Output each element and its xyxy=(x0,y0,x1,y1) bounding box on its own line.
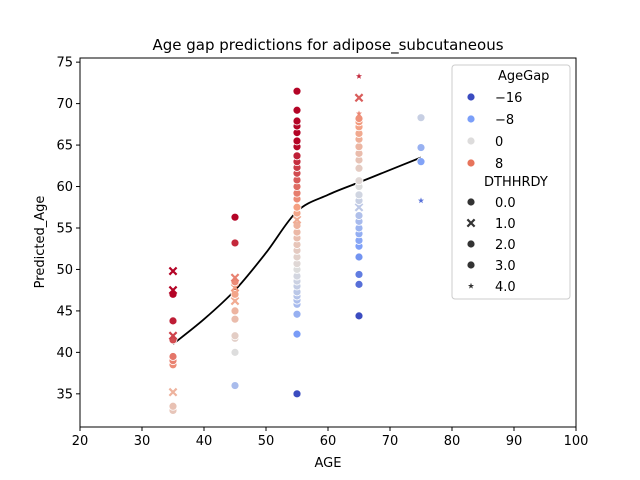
y-tick-label: 55 xyxy=(56,221,73,236)
legend-hue-marker xyxy=(466,92,476,102)
legend-style-label: 3.0 xyxy=(495,259,516,274)
data-point xyxy=(354,202,364,212)
data-point xyxy=(354,163,364,173)
data-point xyxy=(292,116,302,126)
data-point xyxy=(355,110,363,117)
data-point xyxy=(230,347,240,357)
x-tick-label: 70 xyxy=(382,434,399,449)
legend-hue-label: −16 xyxy=(495,91,522,106)
data-point xyxy=(168,331,178,341)
data-point xyxy=(354,176,364,186)
x-tick-label: 60 xyxy=(320,434,337,449)
legend-style-title: DTHHRDY xyxy=(484,175,548,190)
legend-style-entries: 0.0 1.0 2.0 3.0 4.0 xyxy=(466,196,516,295)
legend-style-label: 0.0 xyxy=(495,196,516,211)
x-axis-label: AGE xyxy=(315,456,342,471)
legend-style-marker xyxy=(466,260,476,270)
y-axis: 35 40 45 50 55 60 65 70 75 xyxy=(56,56,80,402)
data-point xyxy=(354,114,364,123)
data-point xyxy=(354,142,364,152)
data-point xyxy=(230,212,240,222)
x-tick-label: 30 xyxy=(134,434,151,449)
legend-hue-label: −8 xyxy=(495,113,514,128)
data-point xyxy=(292,329,302,339)
data-point xyxy=(230,238,240,248)
data-point xyxy=(292,389,302,399)
data-point xyxy=(292,215,302,225)
data-point xyxy=(354,93,364,103)
data-point xyxy=(354,311,364,321)
legend-style-label: 2.0 xyxy=(495,238,516,253)
y-tick-label: 70 xyxy=(56,97,73,112)
y-tick-label: 50 xyxy=(56,263,73,278)
data-point xyxy=(355,73,363,79)
x-tick-label: 50 xyxy=(258,434,275,449)
data-point xyxy=(230,289,240,299)
data-point xyxy=(354,270,364,279)
y-tick-label: 35 xyxy=(56,387,73,402)
x-tick-label: 40 xyxy=(196,434,213,449)
legend-hue-marker xyxy=(466,158,476,168)
x-tick-label: 20 xyxy=(72,434,89,449)
data-point xyxy=(230,381,240,390)
data-point xyxy=(416,113,426,123)
data-point xyxy=(354,190,364,200)
data-point xyxy=(168,316,178,326)
legend-style-label: 1.0 xyxy=(495,217,516,232)
legend-style-marker xyxy=(467,282,475,289)
legend-box xyxy=(451,64,571,300)
legend: AgeGap −16 −8 0 8 DTHHRDY 0.0 1.0 2.0 3.0 4.0 xyxy=(451,64,571,300)
data-point xyxy=(168,266,178,276)
data-point xyxy=(292,86,302,96)
chart-title: Age gap predictions for adipose_subcutan… xyxy=(152,36,503,55)
data-point xyxy=(230,331,240,341)
data-point xyxy=(168,387,178,397)
y-tick-label: 45 xyxy=(56,304,73,319)
y-tick-label: 40 xyxy=(56,346,73,361)
legend-style-label: 4.0 xyxy=(495,280,516,295)
data-point xyxy=(292,105,302,115)
data-point xyxy=(230,273,240,283)
points-layer xyxy=(168,73,426,415)
x-axis: 20 30 40 50 60 70 80 90 100 xyxy=(72,427,589,449)
legend-hue-label: 8 xyxy=(495,157,503,172)
data-point xyxy=(292,202,302,212)
legend-style-marker xyxy=(466,197,476,207)
data-point xyxy=(354,211,364,220)
x-tick-label: 100 xyxy=(564,434,589,449)
data-point xyxy=(168,285,178,295)
data-point xyxy=(230,306,240,316)
x-tick-label: 80 xyxy=(444,434,461,449)
data-point xyxy=(168,352,178,361)
legend-style-marker xyxy=(466,218,476,228)
data-point xyxy=(292,136,302,146)
data-point xyxy=(354,279,364,289)
legend-hue-entries: −16 −8 0 8 xyxy=(466,91,522,172)
y-tick-label: 60 xyxy=(56,180,73,195)
legend-hue-title: AgeGap xyxy=(498,69,549,84)
data-point xyxy=(168,401,178,411)
legend-hue-label: 0 xyxy=(495,135,503,150)
legend-hue-marker xyxy=(466,114,476,124)
legend-style-marker xyxy=(466,239,476,249)
data-point xyxy=(230,314,240,324)
data-point xyxy=(292,221,302,230)
data-point xyxy=(230,296,240,306)
data-point xyxy=(292,309,302,319)
data-point xyxy=(292,151,302,161)
x-tick-label: 90 xyxy=(506,434,523,449)
y-axis-label: Predicted_Age xyxy=(33,196,48,289)
data-point xyxy=(417,197,425,204)
legend-hue-marker xyxy=(466,136,476,146)
data-point xyxy=(416,157,426,167)
data-point xyxy=(354,252,364,262)
y-tick-label: 75 xyxy=(56,56,73,71)
data-point xyxy=(416,143,426,152)
y-tick-label: 65 xyxy=(56,139,73,154)
